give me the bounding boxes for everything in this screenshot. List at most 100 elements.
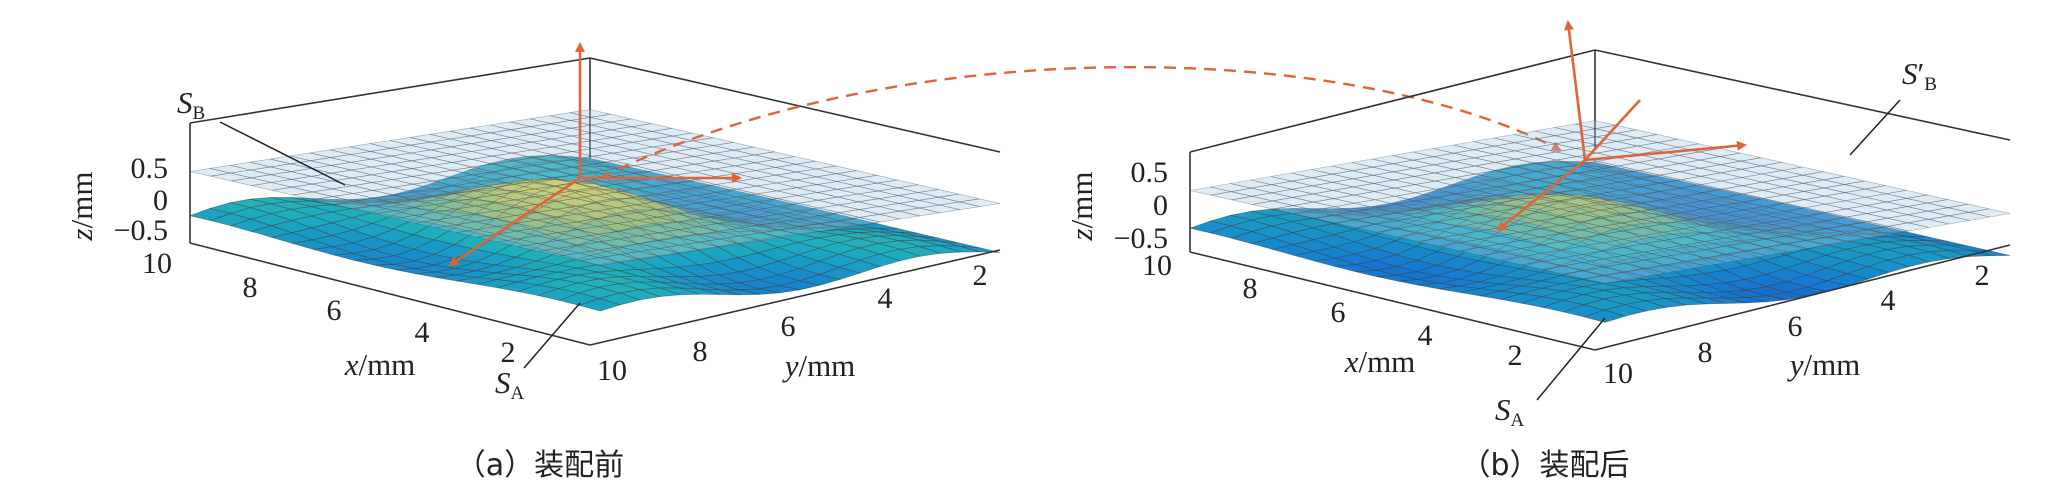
surface-b-cell [533, 177, 575, 187]
surface-b-cell [1684, 249, 1727, 259]
surface-b-cell [456, 229, 498, 238]
surface-b-cell [1865, 185, 1907, 195]
surface-b-cell [1333, 186, 1375, 196]
surface-b-cell [857, 190, 899, 200]
surface-b-cell [939, 201, 981, 211]
surface-b-cell [738, 224, 780, 234]
surface-b-cell [733, 146, 775, 156]
surface-b-cell [1393, 176, 1436, 185]
surface-b-cell [1555, 148, 1598, 157]
surface-b-cell [1844, 180, 1886, 190]
panel-b-xtick-10: 10 [1142, 249, 1172, 282]
surface-b-cell [1453, 141, 1495, 150]
surface-b-cell [512, 165, 554, 174]
surface-b-cell [230, 169, 272, 179]
surface-b-cell [817, 196, 859, 206]
surface-b-cell [838, 209, 880, 218]
surface-b-cell [390, 152, 432, 162]
surface-b-cell [1561, 245, 1604, 255]
surface-b-cell [1596, 141, 1638, 150]
surface-b-cell [1886, 198, 1928, 207]
surface-b-cell [532, 162, 574, 171]
surface-b-cell [718, 227, 760, 237]
surface-b-cell [938, 193, 980, 203]
surface-b-cell [494, 191, 536, 201]
surface-b-cell [1474, 162, 1517, 171]
surface-b-cell [290, 168, 332, 177]
surface-b-cell [1584, 275, 1626, 284]
surface-b-cell [1418, 237, 1460, 247]
surface-b-cell [1644, 264, 1687, 274]
surface-b-cell [759, 229, 801, 238]
surface-b-cell [530, 130, 572, 140]
surface-b-cell [1786, 240, 1828, 249]
surface-b-cell [1618, 170, 1660, 180]
surface-b-cell [693, 145, 735, 154]
surface-b-cell [1554, 131, 1597, 141]
surface-b-cell [757, 206, 799, 215]
surface-b-cell [1867, 217, 1909, 227]
surface-b-cell [1351, 158, 1394, 168]
surface-b-cell [394, 207, 436, 216]
surface-b-cell [718, 220, 760, 229]
surface-b-cell [1270, 172, 1313, 182]
surface-b-cell [451, 158, 493, 168]
panel-a-ytick-2: 2 [973, 259, 988, 292]
surface-b-cell [433, 193, 475, 202]
surface-b-cell [393, 191, 435, 201]
surface-b-cell [1480, 251, 1522, 261]
surface-b-cell [1498, 215, 1540, 225]
surface-b-cell [1746, 247, 1788, 256]
surface-b-cell [1332, 170, 1374, 180]
surface-b-cell [1271, 180, 1313, 190]
surface-b-cell [415, 219, 457, 229]
surface-b-cell [571, 132, 613, 142]
surface-b-cell [433, 185, 475, 194]
surface-b-cell [576, 218, 618, 227]
surface-b-cell [472, 171, 514, 180]
surface-b-cell [1761, 170, 1804, 179]
surface-b-cell [1413, 156, 1455, 166]
surface-b-cell [717, 212, 759, 221]
surface-b-cell [1432, 144, 1475, 154]
surface-b-cell [674, 163, 716, 173]
surface-b-cell [1866, 201, 1908, 211]
surface-b-cell [1475, 170, 1517, 180]
surface-b-cell [1761, 162, 1803, 171]
surface-b-cell [310, 157, 352, 166]
surface-b-cell [1681, 200, 1724, 210]
surface-b-cell [1436, 209, 1479, 219]
surface-b-cell [595, 199, 637, 209]
surface-b-cell [592, 152, 634, 162]
surface-b-cell [352, 182, 394, 191]
surface-b-cell [632, 146, 674, 156]
surface-b-cell [497, 238, 539, 248]
surface-b-cell [1597, 157, 1639, 167]
surface-b-cell [1907, 202, 1949, 212]
surface-b-cell [595, 191, 637, 201]
surface-b-cell [1723, 217, 1766, 227]
surface-b-cell [1700, 164, 1742, 174]
panel-b-ytick-6: 6 [1788, 310, 1803, 343]
surface-b-cell [1664, 252, 1706, 262]
surface-b-cell [692, 137, 734, 146]
surface-b-cell [1500, 248, 1542, 258]
surface-b-cell [1540, 233, 1582, 242]
surface-b-cell [429, 130, 471, 140]
surface-b-cell [1272, 197, 1314, 206]
surface-b-cell [558, 252, 600, 262]
surface-b-cell [1417, 229, 1459, 239]
surface-b-cell [1374, 187, 1416, 197]
surface-b-cell [1907, 210, 1949, 220]
surface-b-cell [576, 210, 618, 220]
surface-b-cell [470, 132, 512, 141]
surface-b-cell [209, 164, 251, 174]
surface-b-cell [1887, 222, 1930, 232]
panel-b-zlabel: z/mm [1064, 172, 1099, 242]
surface-b-cell [351, 166, 393, 176]
surface-b-cell [1333, 194, 1375, 204]
surface-b-cell [1602, 238, 1644, 248]
panel-a-xtick-6: 6 [327, 294, 342, 327]
surface-b-cell [1745, 238, 1787, 248]
surface-b-cell [859, 213, 901, 223]
